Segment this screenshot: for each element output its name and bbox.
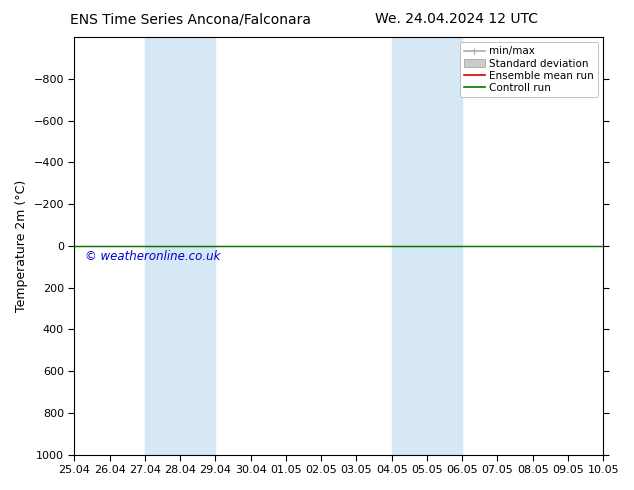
Text: © weatheronline.co.uk: © weatheronline.co.uk xyxy=(85,250,221,263)
Text: We. 24.04.2024 12 UTC: We. 24.04.2024 12 UTC xyxy=(375,12,538,26)
Bar xyxy=(145,37,216,455)
Text: ENS Time Series Ancona/Falconara: ENS Time Series Ancona/Falconara xyxy=(70,12,311,26)
Legend: min/max, Standard deviation, Ensemble mean run, Controll run: min/max, Standard deviation, Ensemble me… xyxy=(460,42,598,97)
Bar xyxy=(392,37,462,455)
Y-axis label: Temperature 2m (°C): Temperature 2m (°C) xyxy=(15,180,28,312)
